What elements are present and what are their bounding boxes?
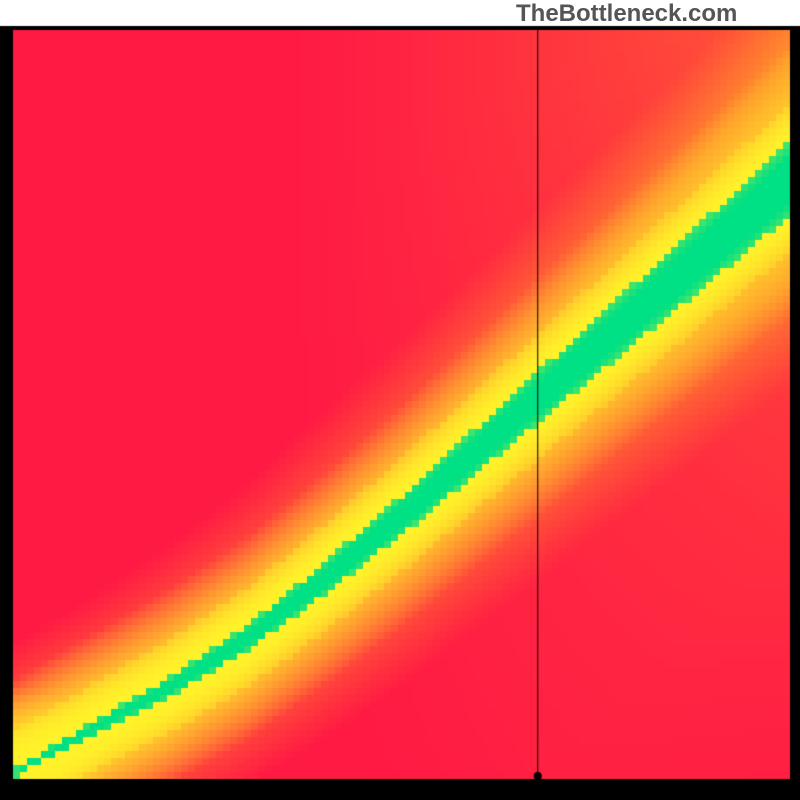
- watermark-text: TheBottleneck.com: [516, 0, 737, 28]
- heatmap-canvas: [0, 0, 800, 800]
